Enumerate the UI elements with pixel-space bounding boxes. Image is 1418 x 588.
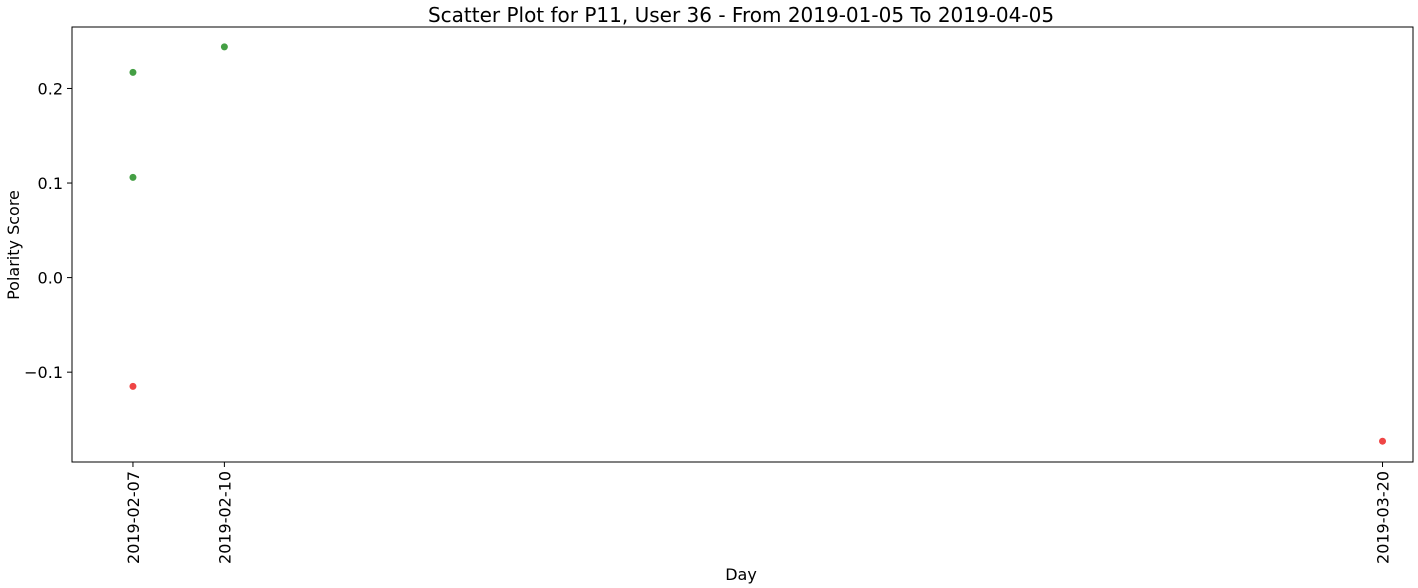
y-tick-label: 0.0 [38, 269, 63, 288]
data-point [220, 43, 228, 51]
data-points [129, 43, 1387, 445]
y-tick-label: 0.1 [38, 174, 63, 193]
y-tick-label: 0.2 [38, 79, 63, 98]
data-point [129, 68, 137, 76]
data-point [1379, 437, 1387, 445]
x-tick-label: 2019-02-10 [215, 471, 234, 564]
x-axis: 2019-02-07 2019-02-10 2019-03-20 [124, 462, 1393, 564]
y-axis: −0.1 0.0 0.1 0.2 [24, 79, 72, 382]
y-axis-label: Polarity Score [4, 190, 23, 300]
y-tick-label: −0.1 [24, 363, 63, 382]
plot-area [71, 26, 1414, 463]
data-point [129, 382, 137, 390]
data-point [129, 173, 137, 181]
x-axis-label: Day [725, 565, 757, 584]
x-tick-label: 2019-02-07 [124, 471, 143, 564]
chart-title: Scatter Plot for P11, User 36 - From 201… [428, 3, 1054, 27]
x-tick-label: 2019-03-20 [1374, 471, 1393, 564]
